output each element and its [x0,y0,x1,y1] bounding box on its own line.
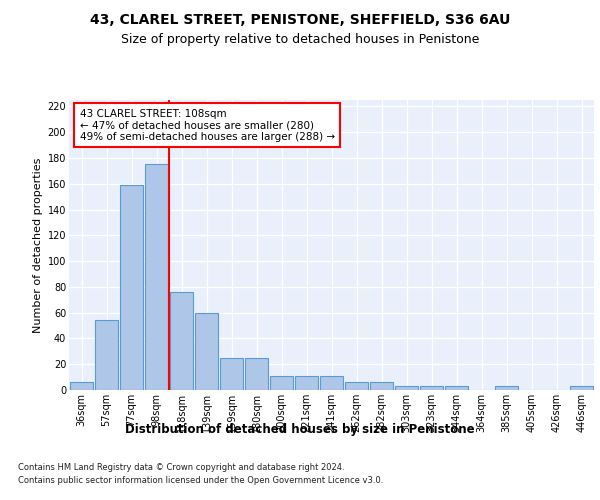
Bar [120,185,143,390]
Bar [345,382,368,390]
Bar [145,164,168,390]
Y-axis label: Number of detached properties: Number of detached properties [34,158,43,332]
Text: Distribution of detached houses by size in Penistone: Distribution of detached houses by size … [125,422,475,436]
Bar [395,386,418,390]
Text: Size of property relative to detached houses in Penistone: Size of property relative to detached ho… [121,32,479,46]
Bar [70,382,93,390]
Bar [195,312,218,390]
Bar [220,358,243,390]
Bar [170,292,193,390]
Bar [245,358,268,390]
Bar [320,376,343,390]
Text: 43 CLAREL STREET: 108sqm
← 47% of detached houses are smaller (280)
49% of semi-: 43 CLAREL STREET: 108sqm ← 47% of detach… [79,108,335,142]
Bar [270,376,293,390]
Text: 43, CLAREL STREET, PENISTONE, SHEFFIELD, S36 6AU: 43, CLAREL STREET, PENISTONE, SHEFFIELD,… [90,12,510,26]
Bar [370,382,393,390]
Text: Contains public sector information licensed under the Open Government Licence v3: Contains public sector information licen… [18,476,383,485]
Text: Contains HM Land Registry data © Crown copyright and database right 2024.: Contains HM Land Registry data © Crown c… [18,462,344,471]
Bar [570,386,593,390]
Bar [420,386,443,390]
Bar [95,320,118,390]
Bar [445,386,468,390]
Bar [495,386,518,390]
Bar [295,376,318,390]
